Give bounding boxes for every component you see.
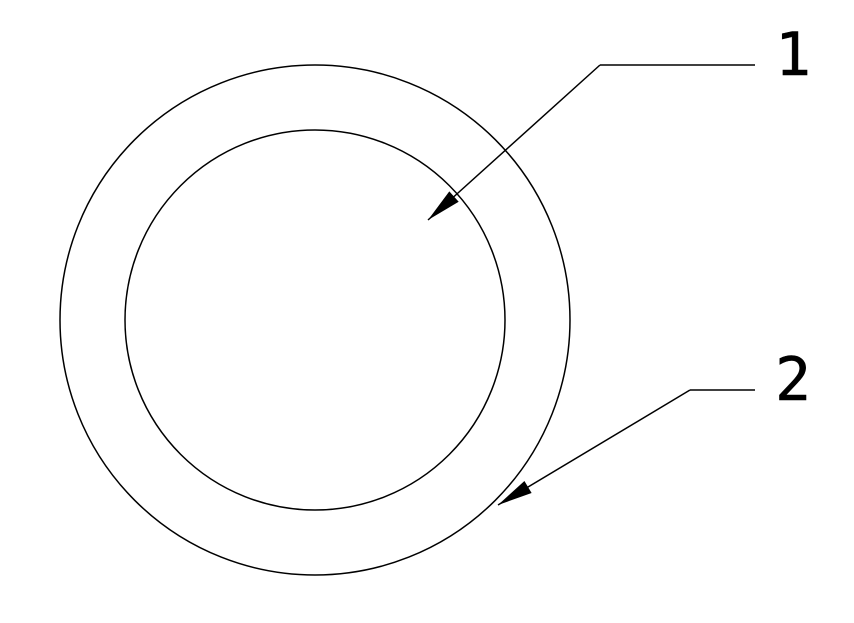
callout-2-label: 2: [775, 345, 811, 415]
callout-2: 2: [498, 345, 811, 505]
outer-circle: [60, 65, 570, 575]
callout-1-label: 1: [775, 20, 811, 90]
ring-diagram: 1 2: [0, 0, 854, 623]
inner-circle: [125, 130, 505, 510]
callout-1: 1: [428, 20, 811, 220]
